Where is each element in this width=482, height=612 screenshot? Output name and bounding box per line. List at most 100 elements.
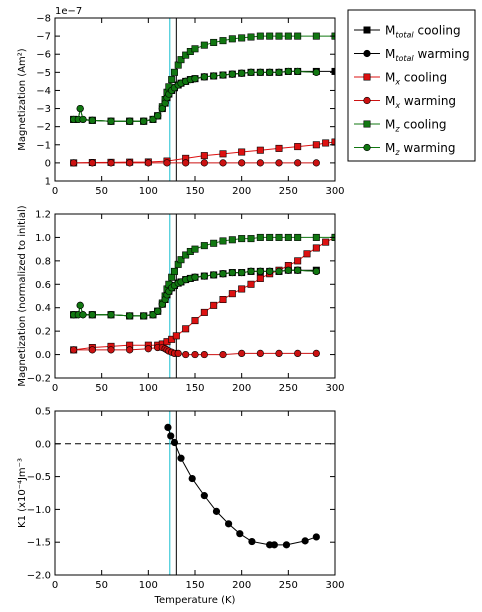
legend-label-base: M	[385, 141, 395, 155]
legend-entry: Mz warming	[354, 141, 456, 157]
y-tick-label: −8	[36, 14, 51, 25]
data-point	[172, 332, 180, 340]
legend-label-suffix: warming	[400, 141, 456, 155]
data-point	[210, 301, 218, 309]
data-point	[144, 159, 152, 167]
data-point	[256, 146, 264, 154]
data-point	[107, 117, 115, 125]
data-point	[170, 267, 178, 275]
data-point	[144, 345, 152, 353]
data-point	[303, 250, 311, 258]
legend-label-base: M	[385, 71, 395, 85]
data-point	[238, 268, 246, 277]
y-tick-label: 0.0	[35, 350, 51, 361]
legend-label-base: M	[385, 47, 395, 61]
y-tick-label: 1	[45, 177, 51, 188]
data-point	[107, 311, 115, 319]
legend-label-subscript: x	[394, 101, 400, 110]
y-tick-label: −0.2	[27, 374, 51, 385]
data-point	[212, 507, 221, 515]
data-point	[174, 349, 182, 358]
legend-box	[347, 9, 476, 162]
data-point	[200, 242, 208, 250]
data-point	[76, 301, 84, 309]
data-point	[247, 68, 255, 76]
legend-label-suffix: cooling	[400, 118, 447, 132]
bottom-panel: 0 50 100 150 200 250 300 −2.0 −1.5 −1.0 −0.5 0.0 0.5…	[17, 407, 345, 607]
series-line	[73, 141, 335, 164]
x-tick-label: 250	[279, 580, 298, 591]
series-line	[167, 427, 317, 546]
data-point	[228, 70, 236, 78]
data-point	[210, 72, 218, 80]
y-tick-label: −3	[36, 104, 51, 115]
legend-label: Mx cooling	[385, 71, 447, 87]
data-point	[168, 335, 176, 343]
legend-label-subscript: x	[394, 78, 400, 87]
data-point	[275, 32, 283, 40]
data-point	[228, 35, 236, 43]
y-tick-label: 0.8	[35, 256, 51, 267]
data-point	[228, 268, 236, 277]
legend-label-base: M	[385, 94, 395, 108]
y-tick-label: −7	[36, 32, 51, 43]
legend-marker	[363, 96, 371, 105]
data-point	[219, 71, 227, 79]
x-tick-label: 100	[139, 383, 158, 394]
legend-label-subscript: z	[394, 148, 400, 157]
x-tick-label: 300	[325, 383, 344, 394]
data-point	[322, 139, 330, 147]
data-point	[182, 159, 190, 167]
data-point	[312, 267, 320, 276]
data-point	[301, 537, 309, 545]
data-point	[126, 159, 134, 167]
y-axis-label: Magnetization (Am²)	[17, 48, 28, 150]
data-point	[200, 308, 208, 316]
data-point	[219, 37, 227, 45]
legend-label: Mz cooling	[385, 118, 447, 134]
data-point	[228, 290, 236, 298]
x-tick-label: 150	[185, 383, 204, 394]
data-point	[312, 233, 320, 241]
data-point	[284, 67, 292, 76]
data-point	[284, 32, 292, 40]
data-point	[219, 350, 227, 359]
x-tick-label: 200	[232, 186, 251, 197]
data-point	[140, 312, 148, 320]
legend-label-subscript: total	[395, 31, 414, 40]
legend-entry: Mtotal warming	[354, 47, 470, 63]
legend-entry: Mz cooling	[354, 118, 447, 134]
x-tick-label: 150	[185, 186, 204, 197]
y-tick-label: 0.4	[35, 303, 51, 314]
data-point	[228, 236, 236, 244]
y-tick-label: −1.0	[27, 505, 51, 516]
series-m-z-warming	[70, 266, 320, 320]
data-point	[266, 32, 274, 40]
legend-label: Mx warming	[385, 94, 456, 110]
y-tick-label: 0.2	[35, 327, 51, 338]
data-point	[256, 32, 264, 40]
data-point	[238, 349, 246, 358]
data-point	[219, 150, 227, 158]
x-tick-label: 150	[185, 580, 204, 591]
data-point	[275, 233, 283, 241]
data-point	[210, 38, 218, 46]
data-point	[284, 266, 292, 274]
data-point	[266, 68, 274, 76]
y-tick-label: −6	[36, 50, 51, 61]
legend-marker	[363, 73, 371, 81]
data-point	[219, 159, 227, 167]
legend-label-suffix: cooling	[414, 24, 461, 38]
data-point	[107, 346, 115, 354]
data-point	[247, 267, 255, 276]
data-point	[256, 159, 264, 167]
data-point	[256, 349, 264, 358]
data-point	[177, 454, 185, 462]
data-point	[294, 349, 302, 358]
data-point	[275, 159, 283, 167]
data-point	[275, 144, 283, 152]
legend-entry: Mx cooling	[354, 71, 447, 87]
middle-panel: 0 50 100 150 200 250 300 −0.2 0.0 0.2 0.4 0.6 0.8 1.0…	[17, 205, 345, 394]
data-point	[256, 233, 264, 241]
